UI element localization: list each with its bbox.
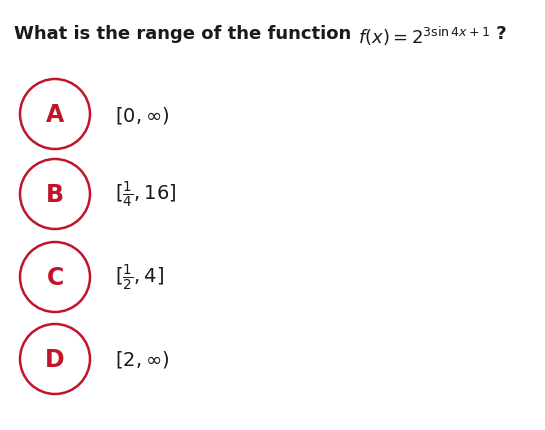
- Text: $f(x) = 2^{3\sin 4x+1}$: $f(x) = 2^{3\sin 4x+1}$: [358, 25, 490, 48]
- Text: $[0, \infty)$: $[0, \infty)$: [115, 104, 169, 125]
- Text: C: C: [46, 265, 64, 289]
- Text: What is the range of the function: What is the range of the function: [14, 25, 358, 43]
- Text: $[2, \infty)$: $[2, \infty)$: [115, 349, 169, 370]
- Text: A: A: [46, 103, 64, 127]
- Text: D: D: [45, 347, 65, 371]
- Text: $[\frac{1}{4}, 16]$: $[\frac{1}{4}, 16]$: [115, 180, 177, 209]
- Text: B: B: [46, 183, 64, 206]
- Text: ?: ?: [490, 25, 507, 43]
- Text: $[\frac{1}{2}, 4]$: $[\frac{1}{2}, 4]$: [115, 262, 164, 292]
